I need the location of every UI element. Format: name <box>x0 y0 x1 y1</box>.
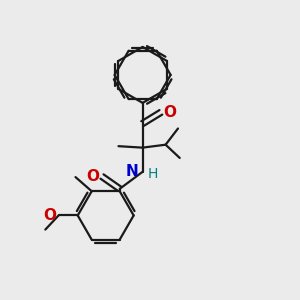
Text: N: N <box>126 164 139 179</box>
Text: O: O <box>163 105 176 120</box>
Text: H: H <box>148 167 158 181</box>
Text: O: O <box>87 169 100 184</box>
Text: O: O <box>44 208 56 223</box>
